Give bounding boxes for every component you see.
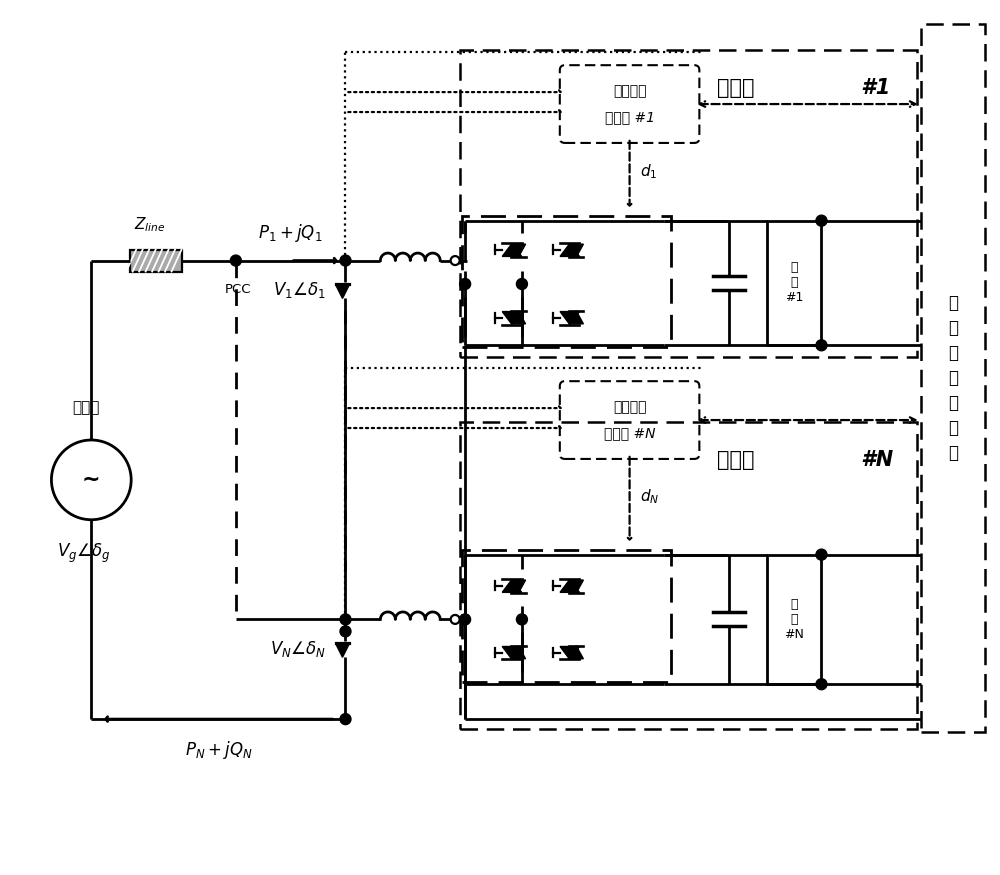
Text: 负
荷
#1: 负 荷 #1 <box>785 262 803 304</box>
Polygon shape <box>560 243 579 256</box>
Polygon shape <box>560 579 579 592</box>
Circle shape <box>516 614 527 625</box>
Circle shape <box>460 614 471 625</box>
Text: ~: ~ <box>82 470 101 490</box>
Text: $d_1$: $d_1$ <box>640 163 657 181</box>
Bar <box>767 555 821 684</box>
Polygon shape <box>502 243 522 256</box>
Polygon shape <box>511 580 526 593</box>
Polygon shape <box>502 312 522 325</box>
Polygon shape <box>560 647 579 660</box>
Text: $V_g\angle\delta_g$: $V_g\angle\delta_g$ <box>57 542 110 565</box>
Circle shape <box>340 714 351 724</box>
Text: 上
层
辅
助
控
制
器: 上 层 辅 助 控 制 器 <box>949 294 959 462</box>
Text: 负
荷
#N: 负 荷 #N <box>784 598 804 640</box>
Text: #N: #N <box>854 450 893 470</box>
Polygon shape <box>569 311 583 324</box>
Text: $Z_{line}$: $Z_{line}$ <box>134 215 166 234</box>
FancyBboxPatch shape <box>130 249 182 271</box>
Polygon shape <box>511 646 526 659</box>
Circle shape <box>460 278 471 290</box>
Text: $V_N\angle\delta_N$: $V_N\angle\delta_N$ <box>270 640 326 660</box>
Text: $P_N+jQ_N$: $P_N+jQ_N$ <box>185 739 252 761</box>
Polygon shape <box>502 579 522 592</box>
Text: $V_1\angle\delta_1$: $V_1\angle\delta_1$ <box>273 281 326 300</box>
Text: 子模块: 子模块 <box>717 78 755 98</box>
Circle shape <box>340 255 351 266</box>
Polygon shape <box>569 580 583 593</box>
Polygon shape <box>569 244 583 257</box>
Text: $d_N$: $d_N$ <box>640 487 659 506</box>
Polygon shape <box>511 244 526 257</box>
Text: 底层本地: 底层本地 <box>613 400 646 414</box>
Polygon shape <box>336 284 349 298</box>
Circle shape <box>816 679 827 690</box>
Text: #1: #1 <box>854 78 890 98</box>
Polygon shape <box>336 643 349 657</box>
Circle shape <box>516 278 527 290</box>
Text: 控制器 #1: 控制器 #1 <box>605 110 655 124</box>
Polygon shape <box>560 312 579 325</box>
Text: 控制器 #N: 控制器 #N <box>604 426 655 440</box>
Circle shape <box>340 614 351 625</box>
Circle shape <box>816 340 827 351</box>
Text: PCC: PCC <box>225 284 251 297</box>
Text: 大电网: 大电网 <box>73 400 100 415</box>
Polygon shape <box>502 647 522 660</box>
Polygon shape <box>511 311 526 324</box>
Text: 底层本地: 底层本地 <box>613 84 646 98</box>
Circle shape <box>816 550 827 560</box>
Circle shape <box>230 255 241 266</box>
Bar <box>767 220 821 346</box>
Text: $P_1+jQ_1$: $P_1+jQ_1$ <box>258 221 323 243</box>
Circle shape <box>340 626 351 637</box>
Polygon shape <box>569 646 583 659</box>
Text: 子模块: 子模块 <box>717 450 755 470</box>
Circle shape <box>816 215 827 226</box>
